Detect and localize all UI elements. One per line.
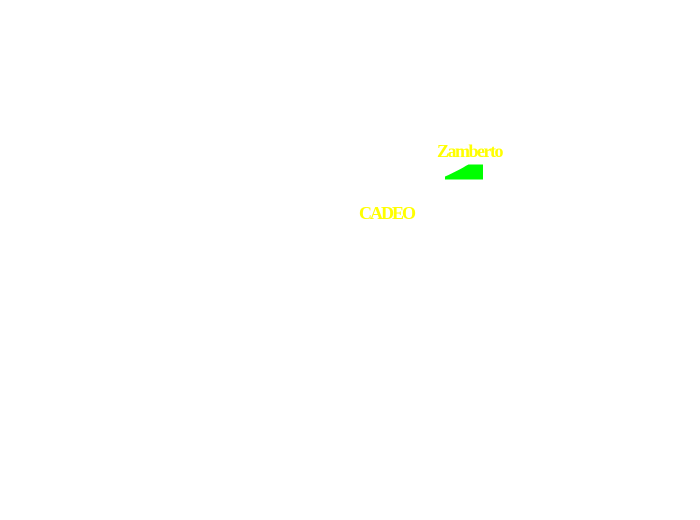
map-label-zamberto: Zamberto <box>437 141 503 161</box>
zamberto-area-polygon[interactable] <box>445 164 483 180</box>
map-label-cadeo: CADEO <box>359 203 416 223</box>
